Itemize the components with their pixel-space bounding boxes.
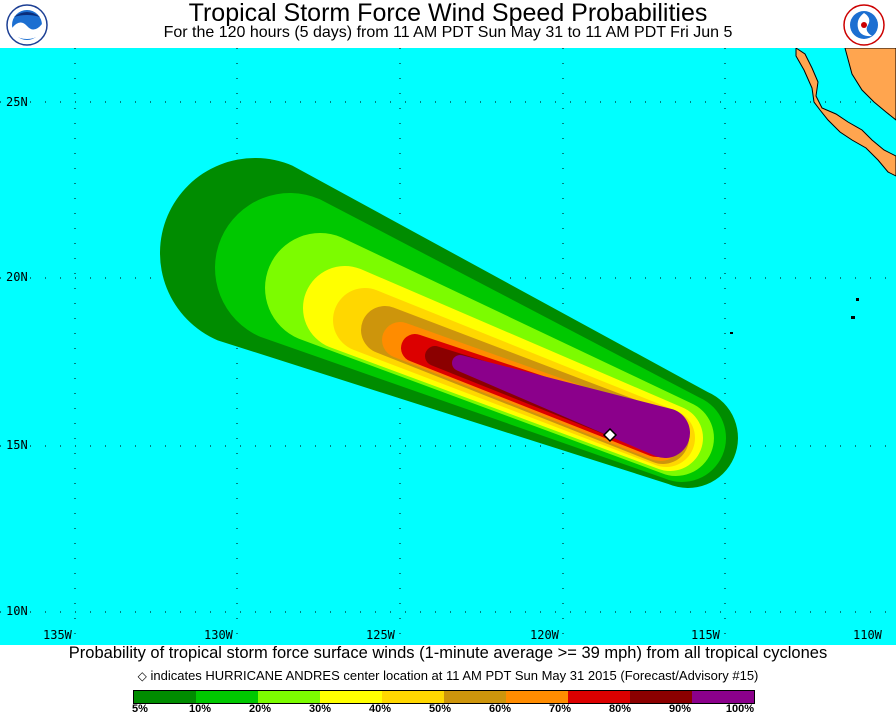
lat-label-15n: 15N: [6, 438, 28, 452]
legend-label: 30%: [308, 703, 332, 715]
lon-label-130w: 130W: [204, 628, 233, 642]
legend-swatch: [630, 691, 692, 703]
noaa-logo-icon: [6, 4, 48, 46]
legend-swatch: [320, 691, 382, 703]
page-title: Tropical Storm Force Wind Speed Probabil…: [188, 0, 708, 27]
legend-swatch: [382, 691, 444, 703]
legend-label: 5%: [132, 703, 148, 715]
lon-label-120w: 120W: [530, 628, 559, 642]
legend-label: 60%: [488, 703, 512, 715]
storm-location-note: ◇ indicates HURRICANE ANDRES center loca…: [0, 668, 896, 684]
storm-location-text: indicates HURRICANE ANDRES center locati…: [150, 668, 759, 683]
lon-label-125w: 125W: [366, 628, 395, 642]
legend-swatch: [134, 691, 196, 703]
island-marker: [856, 298, 859, 301]
legend-label: 10%: [188, 703, 212, 715]
legend-swatch: [258, 691, 320, 703]
color-legend: [133, 690, 755, 704]
page-subtitle: For the 120 hours (5 days) from 11 AM PD…: [163, 24, 733, 41]
legend-label: 70%: [548, 703, 572, 715]
legend-swatch: [506, 691, 568, 703]
map-caption: Probability of tropical storm force surf…: [68, 644, 828, 662]
diamond-marker-icon: ◇: [137, 669, 147, 683]
lat-label-20n: 20N: [6, 270, 28, 284]
probability-map: [0, 48, 896, 645]
legend-swatch: [444, 691, 506, 703]
storm-center-marker: [602, 427, 618, 443]
baja-california-land: [795, 48, 896, 177]
legend-label: 100%: [725, 703, 755, 715]
lat-label-10n: 10N: [6, 604, 28, 618]
lon-label-115w: 115W: [691, 628, 720, 642]
nws-logo-icon: [843, 4, 885, 46]
legend-swatch: [196, 691, 258, 703]
island-marker: [851, 316, 855, 319]
mainland-mexico-land: [844, 48, 896, 121]
legend-swatch: [568, 691, 630, 703]
probability-bands: [160, 158, 738, 488]
legend-label: 40%: [368, 703, 392, 715]
lat-label-25n: 25N: [6, 95, 28, 109]
lon-label-110w: 110W: [853, 628, 882, 642]
probability-band-10: [452, 355, 690, 458]
lon-label-135w: 135W: [43, 628, 72, 642]
legend-label: 90%: [668, 703, 692, 715]
legend-label: 20%: [248, 703, 272, 715]
legend-labels: 5% 10% 20% 30% 40% 50% 60% 70% 80% 90% 100%: [0, 703, 896, 716]
legend-label: 50%: [428, 703, 452, 715]
island-marker: [730, 332, 733, 334]
legend-swatch: [692, 691, 754, 703]
legend-label: 80%: [608, 703, 632, 715]
